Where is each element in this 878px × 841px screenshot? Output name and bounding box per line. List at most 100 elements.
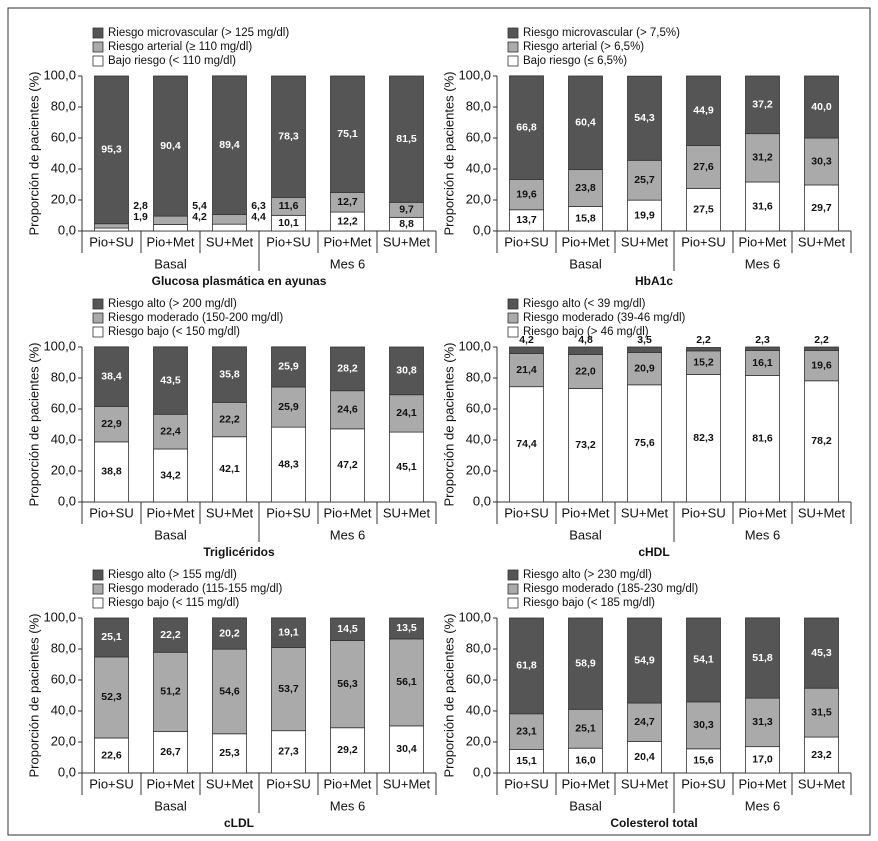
value-label: 45,3 — [811, 647, 832, 659]
bar-segment — [94, 737, 129, 774]
bar-segment — [94, 617, 129, 658]
bar-segment — [389, 346, 424, 396]
bar-segment — [212, 346, 247, 403]
x-tick-label: SU+Met — [383, 234, 431, 249]
value-label: 15,2 — [693, 356, 714, 368]
value-label: 22,4 — [160, 425, 181, 437]
legend-label: Riesgo moderado (39-46 mg/dl) — [523, 312, 686, 324]
value-label: 12,2 — [337, 215, 358, 227]
value-label: 4,2 — [519, 334, 534, 346]
value-label: 14,5 — [337, 623, 358, 635]
bar-segment — [153, 215, 188, 225]
legend-label: Riesgo moderado (115-155 mg/dl) — [108, 583, 282, 595]
y-tick-label: 60,0 — [466, 129, 491, 144]
value-label: 15,1 — [516, 755, 537, 767]
legend-label: Riesgo alto (> 230 mg/dl) — [523, 569, 652, 581]
x-tick-label: Pio+SU — [266, 505, 310, 520]
bar-segment — [568, 708, 603, 749]
x-tick-label: SU+Met — [206, 234, 254, 249]
legend-label: Riesgo bajo (< 185 mg/dl) — [523, 597, 655, 609]
legend-label: Riesgo moderado (185-230 mg/dl) — [523, 583, 698, 595]
value-label: 22,2 — [219, 413, 240, 425]
bar-segment — [330, 346, 365, 392]
bar-segment — [568, 617, 603, 710]
y-tick-label: 100,0 — [43, 67, 76, 82]
value-label: 56,3 — [337, 678, 358, 690]
bar-segment — [568, 354, 603, 389]
value-label: 10,1 — [278, 217, 299, 229]
y-axis-title: Proporción de pacientes (%) — [441, 613, 456, 777]
value-label: 78,2 — [811, 435, 832, 447]
bar-segment — [745, 75, 780, 135]
chart-title: Colesterol total — [610, 816, 697, 830]
legend-label: Bajo riesgo (< 110 mg/dl) — [108, 55, 236, 67]
y-tick-label: 40,0 — [466, 702, 491, 717]
value-label: 19,1 — [278, 626, 299, 638]
value-label: 61,8 — [516, 660, 537, 672]
value-label: 81,5 — [396, 133, 417, 145]
bar-segment — [389, 394, 424, 433]
value-label: 27,5 — [693, 203, 714, 215]
value-label: 23,8 — [575, 182, 596, 194]
bar-segment — [509, 386, 544, 503]
bar-segment — [509, 346, 544, 354]
x-tick-label: SU+Met — [798, 505, 846, 520]
bar-segment — [627, 75, 662, 161]
y-tick-label: 20,0 — [466, 733, 491, 748]
value-label: 54,9 — [634, 654, 655, 666]
value-label: 15,6 — [693, 755, 714, 767]
x-tick-label: SU+Met — [206, 505, 254, 520]
bar-segment — [745, 181, 780, 232]
legend-label: Riesgo bajo (< 150 mg/dl) — [108, 326, 240, 338]
bar-segment — [686, 617, 721, 703]
group-label: Mes 6 — [745, 527, 780, 542]
y-tick-label: 0,0 — [473, 222, 491, 237]
bar-segment — [212, 223, 247, 232]
x-tick-label: SU+Met — [798, 234, 846, 249]
y-axis-title: Proporción de pacientes (%) — [441, 71, 456, 235]
legend-label: Riesgo moderado (150-200 mg/dl) — [108, 312, 283, 324]
x-tick-label: Pio+SU — [681, 776, 725, 791]
legend-label: Bajo riesgo (≤ 6,5%) — [523, 55, 627, 67]
bar-segment — [686, 347, 721, 352]
value-label: 30,3 — [811, 155, 832, 167]
value-label: 54,3 — [634, 112, 655, 124]
x-tick-label: Pio+SU — [504, 505, 548, 520]
legend-label: Riesgo arterial (> 6,5%) — [523, 41, 644, 53]
bar-segment — [389, 725, 424, 774]
bar-segment — [94, 227, 129, 232]
value-label: 20,9 — [634, 362, 655, 374]
group-label: Basal — [569, 527, 602, 542]
value-label: 52,3 — [101, 691, 122, 703]
bar-segment — [330, 640, 365, 729]
y-tick-label: 60,0 — [51, 129, 76, 144]
bar-segment — [389, 431, 424, 503]
x-tick-label: Pio+SU — [681, 505, 725, 520]
bar-segment — [212, 733, 247, 774]
group-label: Basal — [154, 527, 187, 542]
group-label: Basal — [154, 256, 187, 271]
x-tick-label: SU+Met — [383, 505, 431, 520]
value-label: 19,6 — [516, 188, 537, 200]
bar-segment — [627, 199, 662, 232]
value-label: 25,9 — [278, 401, 299, 413]
legend-swatch — [507, 583, 519, 595]
value-label: 75,6 — [634, 437, 655, 449]
chart-title: Glucosa plasmática en ayunas — [152, 274, 327, 288]
y-tick-label: 0,0 — [58, 764, 76, 779]
value-label: 25,3 — [219, 747, 240, 759]
legend-swatch — [92, 298, 104, 310]
value-label: 25,9 — [278, 361, 299, 373]
group-label: Mes 6 — [330, 527, 365, 542]
bar-segment — [271, 75, 306, 198]
bar-segment — [271, 386, 306, 428]
legend-swatch — [507, 569, 519, 581]
bar-segment — [804, 617, 839, 689]
legend-label: Riesgo microvascular (> 125 mg/dl) — [108, 27, 289, 39]
bar-segment — [153, 224, 188, 232]
value-label: 23,2 — [811, 749, 832, 761]
value-label: 2,3 — [755, 334, 770, 346]
y-tick-label: 20,0 — [51, 733, 76, 748]
value-label: 73,2 — [575, 439, 596, 451]
x-tick-label: Pio+SU — [89, 505, 133, 520]
